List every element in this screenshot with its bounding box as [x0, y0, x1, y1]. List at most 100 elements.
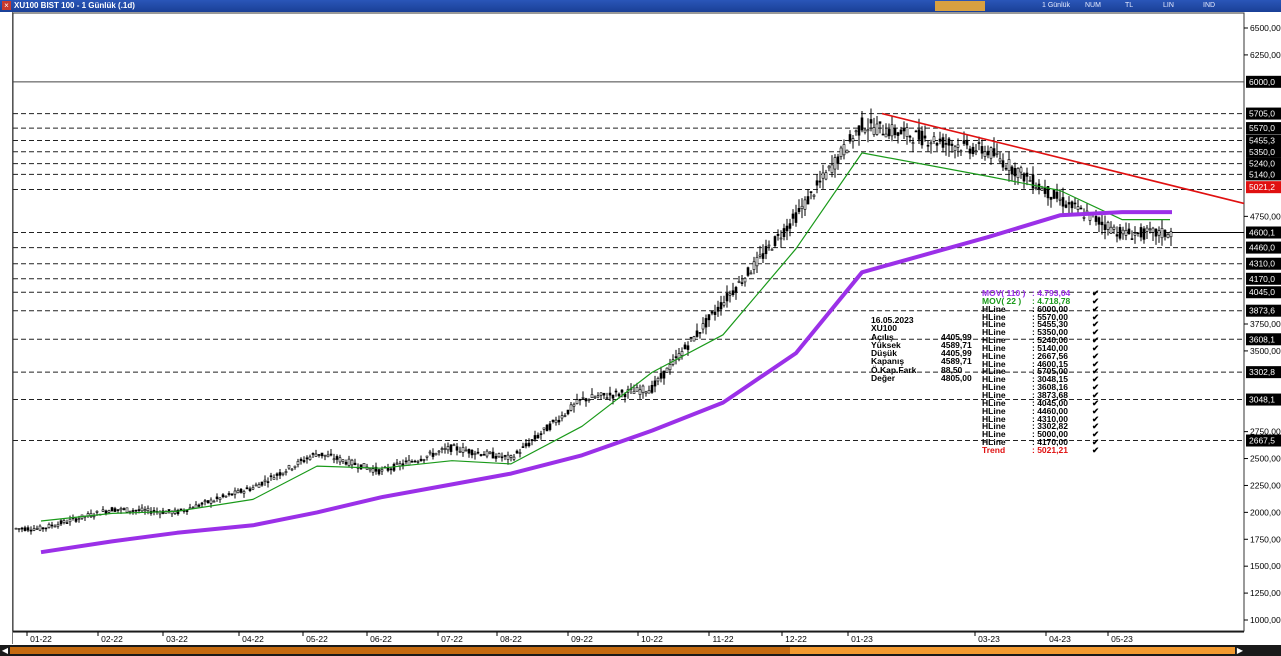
- horizontal-scrollbar[interactable]: ◀ ▶: [0, 645, 1281, 656]
- legend-row[interactable]: HLine: 2667,56 ✔: [982, 350, 1102, 361]
- check-icon[interactable]: ✔: [1092, 397, 1100, 408]
- toolbar-period: 1 Günlük: [1042, 2, 1071, 9]
- toolbar-icons[interactable]: [935, 1, 985, 11]
- candle-body: [734, 287, 738, 293]
- x-tick-label: 06-22: [370, 634, 392, 644]
- candle-body: [548, 423, 552, 430]
- legend-row[interactable]: MOV( 110 ): 4.793,04 ✔: [982, 288, 1102, 298]
- candle-body: [278, 472, 282, 476]
- candle-body: [545, 424, 549, 432]
- candle-body: [431, 452, 435, 457]
- candle-body: [344, 461, 348, 465]
- check-icon[interactable]: ✔: [1092, 358, 1100, 369]
- legend-row[interactable]: HLine: 3608,16 ✔: [982, 382, 1102, 393]
- check-icon[interactable]: ✔: [1092, 429, 1100, 440]
- legend-value: : 3048,15: [1032, 374, 1068, 385]
- legend-row[interactable]: HLine: 3048,15 ✔: [982, 374, 1102, 385]
- check-icon[interactable]: ✔: [1092, 444, 1100, 455]
- legend-row[interactable]: HLine: 6000,00 ✔: [982, 303, 1102, 314]
- candle-body: [722, 302, 726, 306]
- candle-body: [116, 509, 120, 511]
- candle-body: [1016, 168, 1020, 179]
- legend-row[interactable]: Trend: 5021,21 ✔: [982, 444, 1102, 455]
- legend-row[interactable]: HLine: 3302,82 ✔: [982, 421, 1102, 432]
- legend-row[interactable]: HLine: 4460,00 ✔: [982, 405, 1102, 416]
- check-icon[interactable]: ✔: [1092, 319, 1100, 330]
- check-icon[interactable]: ✔: [1092, 421, 1100, 432]
- legend-row[interactable]: HLine: 4310,00 ✔: [982, 413, 1102, 424]
- legend-row[interactable]: HLine: 5705,00 ✔: [982, 366, 1102, 377]
- check-icon[interactable]: ✔: [1092, 437, 1100, 448]
- check-icon[interactable]: ✔: [1092, 335, 1100, 346]
- candle-body: [800, 205, 804, 209]
- legend-row[interactable]: HLine: 5000,00 ✔: [982, 429, 1102, 440]
- candle-body: [611, 394, 615, 399]
- legend-value: : 2667,56: [1032, 350, 1068, 361]
- check-icon[interactable]: ✔: [1092, 413, 1100, 424]
- legend-row[interactable]: HLine: 5455,30 ✔: [982, 319, 1102, 330]
- candle-body: [290, 468, 294, 471]
- legend-row[interactable]: HLine: 5570,00 ✔: [982, 311, 1102, 322]
- check-icon[interactable]: ✔: [1092, 405, 1100, 416]
- legend-row[interactable]: HLine: 4600,15 ✔: [982, 358, 1102, 369]
- hline-label: 2667,5: [1249, 436, 1275, 446]
- candle-body: [653, 380, 657, 387]
- candle-body: [296, 460, 300, 465]
- candle-body: [542, 427, 546, 430]
- check-icon[interactable]: ✔: [1092, 327, 1100, 338]
- candle-body: [758, 254, 762, 257]
- candle-body: [803, 199, 807, 210]
- legend-value: : 5455,30: [1032, 319, 1068, 330]
- check-icon[interactable]: ✔: [1092, 288, 1100, 298]
- candle-body: [740, 282, 744, 284]
- hline-label-box: [1246, 366, 1281, 379]
- check-icon[interactable]: ✔: [1092, 382, 1100, 393]
- candle-body: [218, 497, 222, 500]
- legend-row[interactable]: HLine: 5140,00 ✔: [982, 342, 1102, 353]
- legend-row[interactable]: HLine: 5350,00 ✔: [982, 327, 1102, 338]
- candle-body: [497, 453, 501, 458]
- check-icon[interactable]: ✔: [1092, 374, 1100, 385]
- candle-body: [437, 450, 441, 453]
- info-value: 4589,71: [941, 356, 972, 367]
- candle-body: [647, 390, 651, 394]
- candle-body: [707, 314, 711, 321]
- candle-body: [14, 527, 18, 530]
- scroll-left-icon[interactable]: ◀: [1, 646, 9, 655]
- check-icon[interactable]: ✔: [1092, 350, 1100, 361]
- candle-body: [476, 451, 480, 454]
- legend-value: : 4045,00: [1032, 397, 1068, 408]
- scroll-right-icon[interactable]: ▶: [1236, 646, 1244, 655]
- candle-body: [95, 510, 99, 513]
- candle-body: [599, 392, 603, 396]
- check-icon[interactable]: ✔: [1092, 366, 1100, 377]
- check-icon[interactable]: ✔: [1092, 295, 1100, 306]
- legend-row[interactable]: HLine: 3873,68 ✔: [982, 389, 1102, 400]
- check-icon[interactable]: ✔: [1092, 311, 1100, 322]
- y-tick-label: 3500,00: [1250, 346, 1281, 356]
- legend-row[interactable]: HLine: 5240,00 ✔: [982, 335, 1102, 346]
- candle-body: [686, 345, 690, 350]
- candle-body: [890, 124, 894, 137]
- check-icon[interactable]: ✔: [1092, 303, 1100, 314]
- candle-body: [125, 507, 129, 513]
- scroll-thumb-active[interactable]: [790, 647, 1235, 654]
- scroll-thumb[interactable]: [10, 647, 790, 654]
- candle-body: [47, 524, 51, 528]
- candle-body: [944, 143, 948, 145]
- candle-body: [500, 456, 504, 459]
- close-icon[interactable]: ×: [2, 1, 11, 10]
- candle-body: [884, 133, 888, 138]
- legend-row[interactable]: HLine: 4170,00 ✔: [982, 437, 1102, 448]
- legend-row[interactable]: HLine: 4045,00 ✔: [982, 397, 1102, 408]
- check-icon[interactable]: ✔: [1092, 342, 1100, 353]
- legend-row[interactable]: MOV( 22 ): 4.718,78 ✔: [982, 295, 1102, 306]
- candle-body: [872, 127, 876, 135]
- check-icon[interactable]: ✔: [1092, 389, 1100, 400]
- candle-body: [905, 127, 909, 137]
- candle-body: [923, 135, 927, 139]
- candle-body: [623, 393, 627, 398]
- candle-body: [326, 454, 330, 458]
- legend-value: : 5705,00: [1032, 366, 1068, 377]
